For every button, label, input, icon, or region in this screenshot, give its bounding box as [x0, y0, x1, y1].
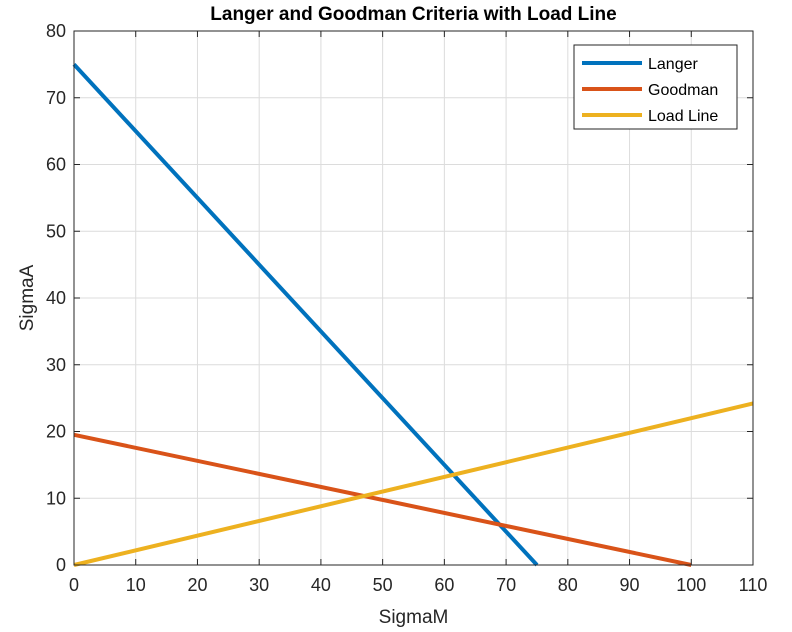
x-tick-label: 60 — [434, 575, 454, 595]
x-tick-label: 20 — [187, 575, 207, 595]
x-tick-label: 0 — [69, 575, 79, 595]
x-tick-label: 30 — [249, 575, 269, 595]
series-line-load-line — [73, 401, 754, 567]
x-tick-label: 10 — [126, 575, 146, 595]
x-tick-label: 110 — [739, 575, 768, 595]
x-axis-label: SigmaM — [379, 607, 449, 628]
axis-ticks: 0 10 20 30 40 50 60 70 80 90 100 110 0 10 20 30 40 50 60 70… — [46, 21, 767, 595]
plot-lines — [72, 63, 754, 567]
y-tick-label: 50 — [46, 221, 66, 241]
x-tick-label: 50 — [373, 575, 393, 595]
legend-label-load-line: Load Line — [648, 108, 718, 125]
y-tick-label: 40 — [46, 288, 66, 308]
y-tick-label: 0 — [56, 555, 66, 575]
x-tick-label: 80 — [558, 575, 578, 595]
y-axis-label: SigmaA — [17, 264, 38, 331]
x-tick-label: 90 — [620, 575, 640, 595]
legend: Langer Goodman Load Line — [573, 44, 738, 130]
y-tick-label: 70 — [46, 88, 66, 108]
x-tick-label: 100 — [676, 575, 706, 595]
series-line-goodman — [73, 432, 692, 567]
legend-label-langer: Langer — [648, 56, 698, 73]
y-tick-label: 10 — [46, 488, 66, 508]
y-tick-label: 60 — [46, 155, 66, 175]
y-tick-label: 20 — [46, 422, 66, 442]
series-line-langer — [72, 63, 539, 567]
y-tick-label: 30 — [46, 355, 66, 375]
y-tick-label: 80 — [46, 21, 66, 41]
x-tick-label: 40 — [311, 575, 331, 595]
x-tick-label: 70 — [496, 575, 516, 595]
chart-title: Langer and Goodman Criteria with Load Li… — [210, 4, 616, 25]
legend-label-goodman: Goodman — [648, 82, 718, 99]
